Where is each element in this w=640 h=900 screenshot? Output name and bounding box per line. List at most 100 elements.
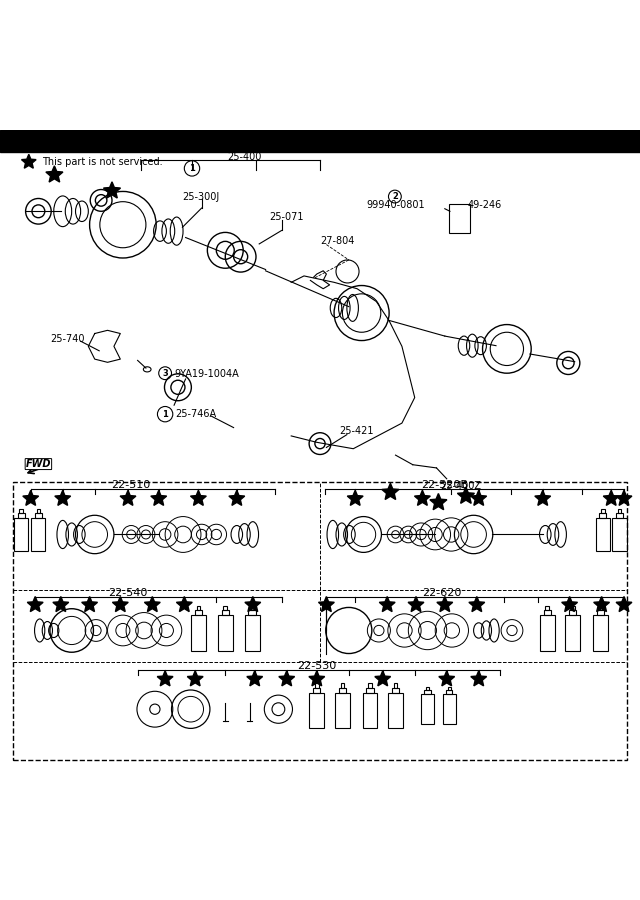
Text: 25-421: 25-421 <box>339 426 374 436</box>
Polygon shape <box>53 597 68 612</box>
Text: 25-400Z: 25-400Z <box>440 482 481 491</box>
Bar <box>600 513 607 518</box>
Text: 1: 1 <box>189 164 195 173</box>
Polygon shape <box>408 597 424 612</box>
Text: 3: 3 <box>163 369 168 378</box>
Bar <box>221 610 229 616</box>
Text: 22-510: 22-510 <box>111 481 151 491</box>
Bar <box>596 518 610 551</box>
Bar <box>446 690 452 695</box>
Bar <box>0 130 640 152</box>
Bar <box>35 513 42 518</box>
Text: 25-300J: 25-300J <box>182 192 220 202</box>
Polygon shape <box>616 597 632 612</box>
Bar <box>14 518 28 551</box>
Bar <box>313 688 321 693</box>
Polygon shape <box>319 597 334 612</box>
Polygon shape <box>145 597 160 612</box>
Bar <box>543 610 551 616</box>
Polygon shape <box>471 670 486 686</box>
Bar <box>368 683 372 688</box>
Bar <box>540 616 555 651</box>
Polygon shape <box>177 597 192 612</box>
Bar <box>449 203 470 233</box>
Polygon shape <box>82 597 97 612</box>
Bar <box>245 616 260 651</box>
Bar <box>421 695 434 724</box>
Bar <box>593 616 608 651</box>
Polygon shape <box>535 491 550 506</box>
Bar <box>223 606 227 610</box>
Bar <box>394 683 397 688</box>
Polygon shape <box>23 491 38 506</box>
Bar <box>248 610 256 616</box>
Polygon shape <box>380 597 395 612</box>
Polygon shape <box>120 491 136 506</box>
Bar <box>426 687 429 690</box>
Polygon shape <box>157 670 173 686</box>
Text: 22-530: 22-530 <box>297 662 337 671</box>
Polygon shape <box>245 597 260 612</box>
Bar <box>335 693 350 728</box>
Polygon shape <box>104 182 120 198</box>
Bar <box>569 610 577 616</box>
Text: 9YA19-1004A: 9YA19-1004A <box>174 370 239 380</box>
Text: 1: 1 <box>162 410 168 418</box>
Bar <box>448 687 451 690</box>
Bar <box>339 688 346 693</box>
Text: 25-746A: 25-746A <box>175 410 216 419</box>
Polygon shape <box>348 491 363 506</box>
Text: 25-400: 25-400 <box>227 152 262 162</box>
Bar <box>545 606 549 610</box>
Text: 22-540: 22-540 <box>108 589 148 598</box>
Text: 49-246: 49-246 <box>467 200 502 210</box>
Polygon shape <box>415 491 430 506</box>
Bar <box>612 518 627 551</box>
Bar <box>310 693 324 728</box>
Bar <box>250 606 254 610</box>
Text: 99940-0801: 99940-0801 <box>366 200 425 210</box>
Polygon shape <box>604 491 619 506</box>
Polygon shape <box>46 166 63 182</box>
Bar <box>616 513 623 518</box>
Bar <box>571 606 575 610</box>
Polygon shape <box>382 483 399 500</box>
Polygon shape <box>616 491 632 506</box>
Bar <box>424 690 431 695</box>
Text: 27-804: 27-804 <box>320 237 355 247</box>
Bar <box>18 513 25 518</box>
Polygon shape <box>113 597 128 612</box>
Text: 22-520B: 22-520B <box>421 481 468 491</box>
Bar <box>19 508 23 513</box>
Polygon shape <box>309 670 324 686</box>
Bar <box>31 518 45 551</box>
Bar <box>362 693 378 728</box>
Bar <box>340 683 344 688</box>
Polygon shape <box>469 597 484 612</box>
Text: 2: 2 <box>392 192 398 201</box>
Polygon shape <box>55 491 70 506</box>
Polygon shape <box>562 597 577 612</box>
Polygon shape <box>22 154 36 168</box>
Polygon shape <box>188 670 203 686</box>
Text: 22-620: 22-620 <box>422 589 461 598</box>
Polygon shape <box>439 670 454 686</box>
Bar <box>195 610 202 616</box>
Bar <box>388 693 403 728</box>
Polygon shape <box>458 487 474 503</box>
Bar <box>392 688 399 693</box>
Bar <box>443 695 456 724</box>
Polygon shape <box>594 597 609 612</box>
Polygon shape <box>279 670 294 686</box>
Bar <box>315 683 319 688</box>
Polygon shape <box>430 493 447 509</box>
Polygon shape <box>471 491 486 506</box>
Text: 25-071: 25-071 <box>269 212 303 222</box>
Bar <box>598 606 602 610</box>
Bar <box>366 688 374 693</box>
Polygon shape <box>437 597 452 612</box>
Bar <box>618 508 621 513</box>
Bar <box>196 606 200 610</box>
Polygon shape <box>247 670 262 686</box>
Polygon shape <box>28 597 43 612</box>
